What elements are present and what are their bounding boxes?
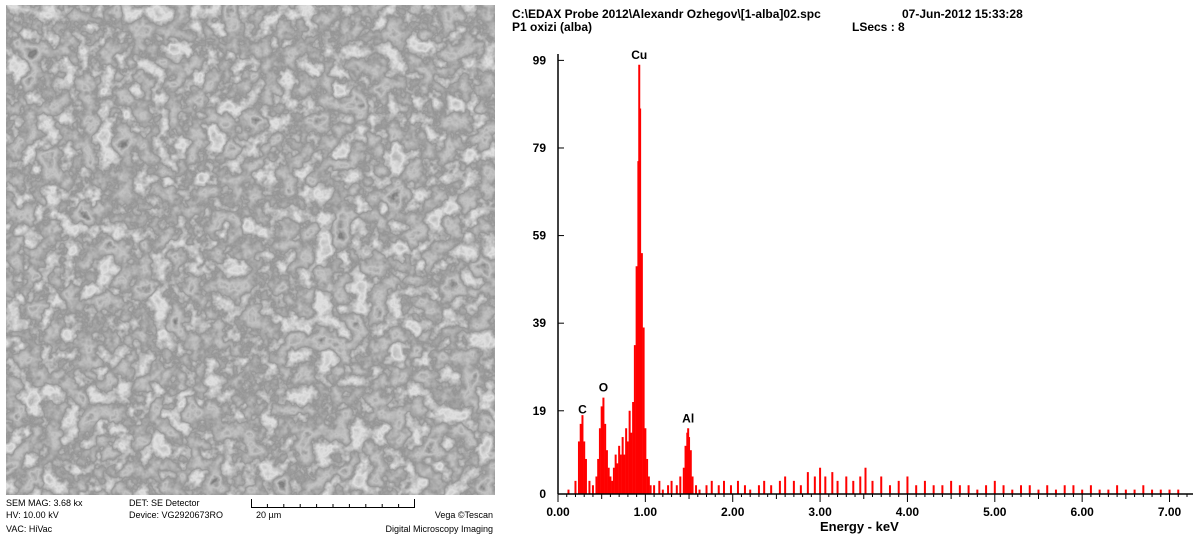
spectrum-sample: P1 oxizi (alba) xyxy=(512,20,593,34)
peak-label: Al xyxy=(682,411,694,425)
peak-label: Cu xyxy=(631,48,647,62)
x-tick-label: 4.00 xyxy=(896,505,920,519)
x-tick-label: 7.00 xyxy=(1158,505,1182,519)
spectrum-file-path: C:\EDAX Probe 2012\Alexandr Ozhegov\[1-a… xyxy=(512,7,821,21)
x-tick-label: 5.00 xyxy=(983,505,1007,519)
sem-micrograph xyxy=(6,5,495,495)
eds-spectrum-panel: C:\EDAX Probe 2012\Alexandr Ozhegov\[1-a… xyxy=(505,0,1200,540)
y-tick-label: 19 xyxy=(533,404,547,418)
peak-label: C xyxy=(578,403,587,417)
y-tick-label: 0 xyxy=(539,487,546,501)
y-tick-label: 59 xyxy=(533,229,547,243)
sem-imaging: Digital Microscopy Imaging xyxy=(385,524,493,534)
scale-bar-label: 20 µm xyxy=(256,510,282,520)
sem-detector: DET: SE Detector xyxy=(129,498,200,508)
eds-spectrum-chart: 0 19 39 59 79 99 0.00 1.00 2.00 3.00 4.00 5.00 6.00 7… xyxy=(533,48,1193,534)
sem-device: Device: VG2920673RO xyxy=(129,510,224,520)
x-tick-label: 0.00 xyxy=(546,505,570,519)
x-tick-label: 6.00 xyxy=(1070,505,1094,519)
y-tick-label: 39 xyxy=(533,316,547,330)
x-tick-label: 3.00 xyxy=(808,505,832,519)
x-tick-label: 1.00 xyxy=(634,505,658,519)
y-tick-label: 79 xyxy=(533,141,547,155)
spectrum-bars xyxy=(567,64,1180,494)
spectrum-lsecs: LSecs : 8 xyxy=(852,20,905,34)
sem-image xyxy=(6,5,495,495)
scale-bar xyxy=(251,499,415,508)
x-axis-label: Energy - keV xyxy=(820,519,899,534)
spectrum-datetime: 07-Jun-2012 15:33:28 xyxy=(902,7,1023,21)
peak-label: O xyxy=(599,381,608,395)
sem-hv: HV: 10.00 kV xyxy=(6,510,59,520)
sem-vac: VAC: HiVac xyxy=(6,524,53,534)
x-tick-label: 2.00 xyxy=(721,505,745,519)
sem-brand: Vega ©Tescan xyxy=(434,510,493,520)
sem-info-bar: SEM MAG: 3.68 kx DET: SE Detector HV: 10… xyxy=(6,496,495,540)
y-tick-label: 99 xyxy=(533,53,547,67)
sem-mag: SEM MAG: 3.68 kx xyxy=(6,498,83,508)
